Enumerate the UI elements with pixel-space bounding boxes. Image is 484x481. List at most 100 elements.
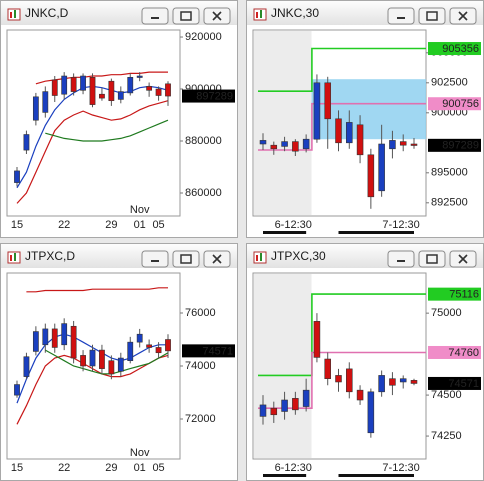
candle-body <box>136 333 143 343</box>
window-icon <box>14 10 16 18</box>
candle-body <box>89 349 96 367</box>
y-tick-label: 860000 <box>185 187 222 199</box>
candle-body <box>32 331 39 352</box>
candle-body <box>127 77 134 94</box>
candle-body <box>356 124 364 156</box>
x-tick-label: 7-12:30 <box>382 462 419 474</box>
window-button[interactable] <box>418 7 446 25</box>
y-tick-label: 902500 <box>431 77 468 89</box>
candle-body <box>14 384 20 396</box>
window-button[interactable] <box>418 7 446 25</box>
candle-body <box>259 404 267 417</box>
window-icon <box>10 12 12 18</box>
window-button[interactable] <box>172 250 200 268</box>
candle-body <box>313 321 321 358</box>
price-label-box <box>428 287 481 301</box>
window-button[interactable] <box>449 7 477 25</box>
button-icon <box>458 254 468 264</box>
window-button[interactable] <box>449 250 477 268</box>
plot-area <box>6 29 181 217</box>
candle-body <box>80 75 86 91</box>
candle-body <box>165 339 171 352</box>
candle-body <box>99 349 105 369</box>
price-label: 905356 <box>442 43 479 55</box>
candle-body <box>23 356 30 377</box>
price-label: 900756 <box>442 98 479 110</box>
price-label: 74760 <box>448 347 479 359</box>
candle-body <box>136 75 143 78</box>
candle-body <box>51 79 58 96</box>
x-tick-label: 22 <box>58 219 70 231</box>
candle-body <box>14 170 20 183</box>
candle-body <box>335 118 342 144</box>
window-button[interactable] <box>387 250 415 268</box>
session-marker <box>263 231 307 234</box>
candle-body <box>70 325 77 359</box>
x-tick-label: 01 <box>134 462 146 474</box>
button-icon <box>426 254 438 264</box>
price-label-box <box>428 138 481 152</box>
window-button[interactable] <box>141 250 169 268</box>
window-button[interactable] <box>387 250 415 268</box>
y-tick-label: 880000 <box>185 135 222 147</box>
y-tick-label: 895000 <box>431 167 468 179</box>
candle-body <box>399 141 407 146</box>
window-button[interactable] <box>172 7 200 25</box>
candle-body <box>410 380 418 384</box>
candle-body <box>23 134 30 151</box>
candle-body <box>302 138 310 150</box>
candle-body <box>270 407 278 416</box>
y-tick-label: 74500 <box>431 389 462 401</box>
candle-body <box>146 86 153 91</box>
button-icon <box>397 17 405 19</box>
window-button[interactable] <box>203 250 231 268</box>
candle-body <box>292 398 299 411</box>
candle-body <box>32 96 39 121</box>
x-tick-label: 6-12:30 <box>275 462 312 474</box>
window-button[interactable] <box>141 250 169 268</box>
indicator-line <box>258 102 426 151</box>
candle-body <box>146 344 153 348</box>
candle-body <box>61 75 68 95</box>
candle-body <box>42 328 49 346</box>
window-button[interactable] <box>387 7 415 25</box>
candle-body <box>42 91 49 113</box>
x-tick-label: 01 <box>134 219 146 231</box>
candle-body <box>367 391 375 434</box>
candle-body <box>302 389 310 407</box>
candle-body <box>399 378 407 383</box>
window-title: JTPXC,30 <box>271 249 326 263</box>
x-tick-label: 7-12:30 <box>382 219 419 231</box>
window-button[interactable] <box>387 7 415 25</box>
month-annotation: Nov <box>130 204 150 216</box>
window-button[interactable] <box>418 250 446 268</box>
price-label-box <box>428 42 481 56</box>
window-button[interactable] <box>203 7 231 25</box>
price-label: 75116 <box>449 289 479 301</box>
candle-body <box>61 323 68 346</box>
window-title: JNKC,30 <box>271 6 319 20</box>
window-button[interactable] <box>141 7 169 25</box>
window-button[interactable] <box>141 7 169 25</box>
window-button[interactable] <box>418 250 446 268</box>
window-button[interactable] <box>172 7 200 25</box>
x-tick-label: 6-12:30 <box>275 219 312 231</box>
price-label: 74571 <box>448 378 479 390</box>
y-tick-label: 75000 <box>431 307 462 319</box>
candle-body <box>356 389 364 401</box>
window-title: JNKC,D <box>25 6 69 20</box>
window-button[interactable] <box>172 250 200 268</box>
candle-body <box>292 141 299 152</box>
window-icon <box>256 12 258 18</box>
candle-body <box>378 143 385 192</box>
button-icon <box>426 11 438 21</box>
candle-body <box>89 77 96 105</box>
window-icon <box>260 253 262 261</box>
price-label-box <box>182 89 235 103</box>
candle-body <box>155 347 162 354</box>
indicator-line <box>45 349 169 375</box>
y-tick-label: 892500 <box>431 197 468 209</box>
x-tick-label: 29 <box>105 219 117 231</box>
y-tick-label: 74250 <box>431 430 462 442</box>
